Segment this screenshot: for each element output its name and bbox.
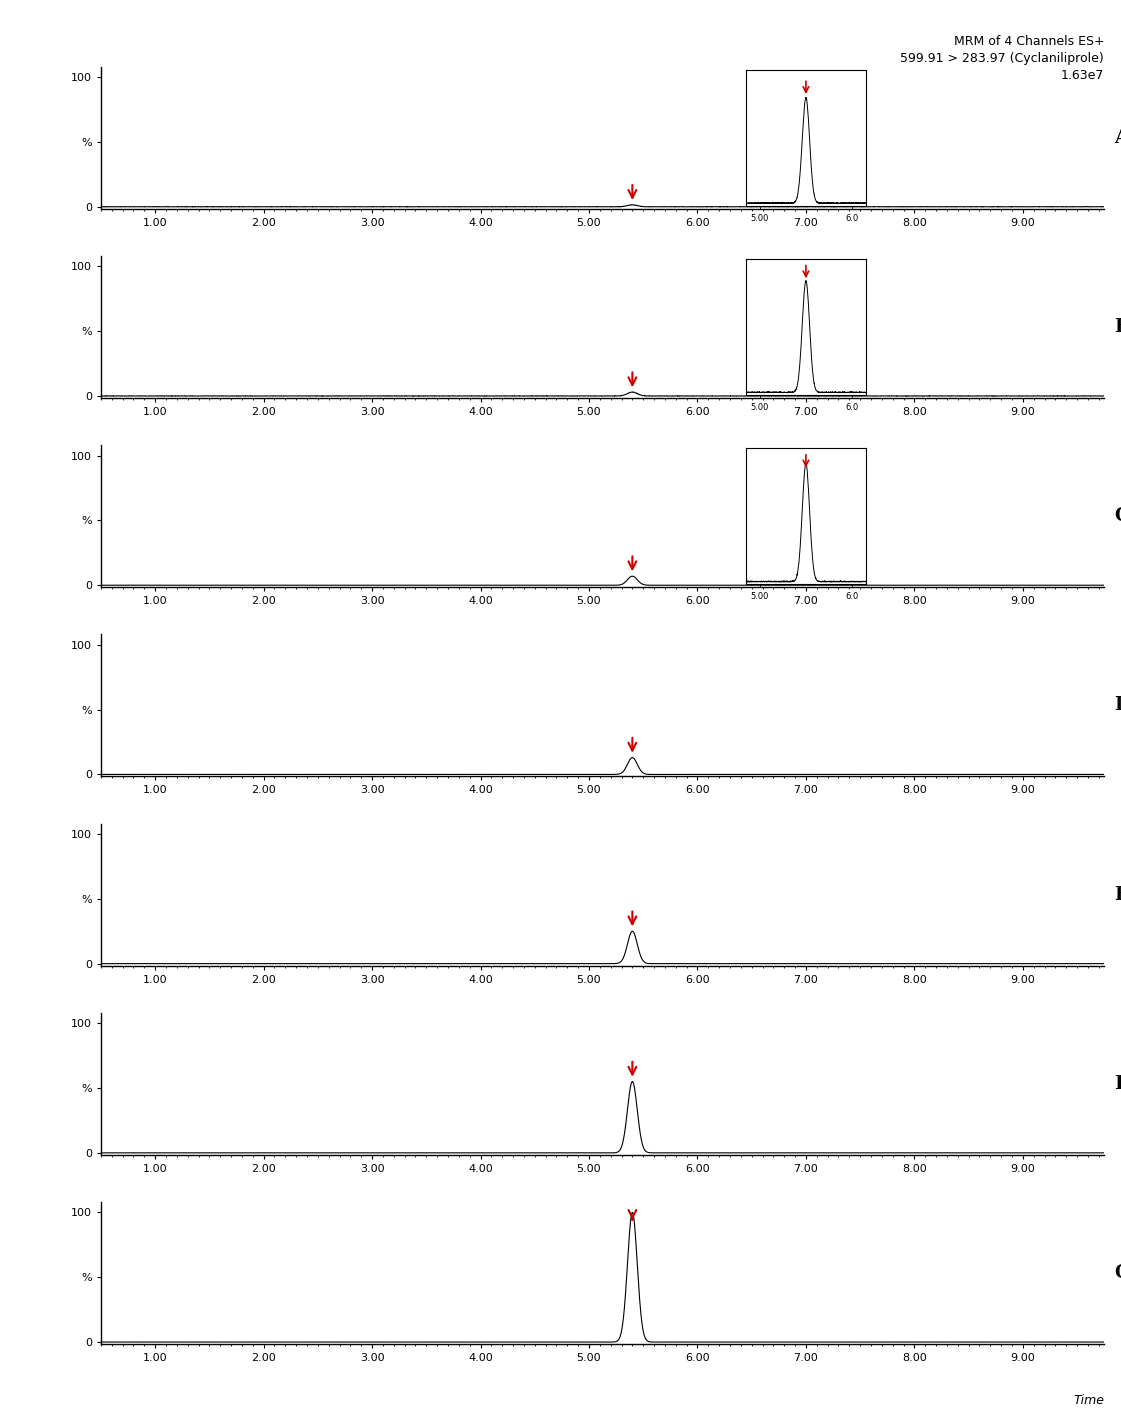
Text: E: E bbox=[1114, 886, 1121, 903]
Text: G: G bbox=[1114, 1264, 1121, 1282]
Text: 599.91 > 283.97 (Cyclaniliprole): 599.91 > 283.97 (Cyclaniliprole) bbox=[900, 52, 1104, 65]
Text: B: B bbox=[1114, 318, 1121, 335]
Text: F: F bbox=[1114, 1075, 1121, 1093]
Text: 1.63e7: 1.63e7 bbox=[1060, 69, 1104, 82]
Text: Time: Time bbox=[1073, 1394, 1104, 1406]
Text: A: A bbox=[1114, 128, 1121, 147]
Text: MRM of 4 Channels ES+: MRM of 4 Channels ES+ bbox=[954, 35, 1104, 48]
Text: D: D bbox=[1114, 696, 1121, 714]
Text: C: C bbox=[1114, 507, 1121, 526]
